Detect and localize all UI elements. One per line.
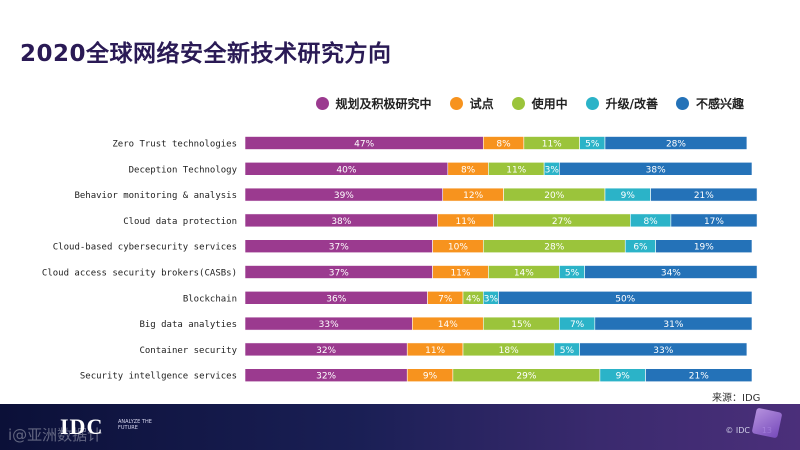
legend-label: 规划及积极研究中 xyxy=(335,97,432,111)
data-label: 3% xyxy=(484,294,499,304)
bar-segment xyxy=(594,316,753,331)
data-label: 32% xyxy=(316,372,336,382)
data-label: 18% xyxy=(499,346,519,356)
legend-item-1: 试点 xyxy=(449,95,494,112)
bar-segment xyxy=(498,290,753,305)
data-label: 11% xyxy=(506,165,526,175)
data-label: 31% xyxy=(663,320,683,330)
data-label: 12% xyxy=(463,191,483,201)
legend-swatch-icon xyxy=(449,97,463,110)
data-label: 5% xyxy=(560,346,575,356)
data-label: 50% xyxy=(615,294,635,304)
data-label: 8% xyxy=(643,217,658,227)
stacked-bar-chart: Zero Trust technologies 47% 8% 11% 5% 28% Dece… xyxy=(42,136,758,383)
category-label: Container security xyxy=(139,346,237,356)
data-label: 40% xyxy=(336,165,356,175)
legend-label: 不感兴趣 xyxy=(695,97,744,111)
bar-segment xyxy=(655,239,753,253)
data-label: 28% xyxy=(544,243,564,253)
legend-label: 升级/改善 xyxy=(605,97,658,111)
data-label: 33% xyxy=(319,320,339,330)
decorative-cube-icon xyxy=(751,407,783,439)
data-label: 37% xyxy=(329,269,349,279)
data-label: 28% xyxy=(666,140,686,150)
legend-item-0: 规划及积极研究中 xyxy=(315,95,432,112)
data-label: 10% xyxy=(448,243,468,253)
category-label: Zero Trust technologies xyxy=(112,140,237,150)
data-label: 8% xyxy=(496,140,511,150)
data-label: 15% xyxy=(511,320,531,330)
legend-swatch-icon xyxy=(675,97,689,110)
bar-segment xyxy=(584,265,758,279)
data-label: 21% xyxy=(689,372,709,382)
data-label: 9% xyxy=(423,372,438,382)
data-label: 29% xyxy=(516,372,536,382)
category-label: Big data analyties xyxy=(139,320,237,330)
chart-legend: 规划及积极研究中 试点 使用中 升级/改善 不感兴趣 xyxy=(315,95,744,112)
idc-logo: IDC xyxy=(60,414,104,439)
bar-segment xyxy=(579,342,748,357)
category-label: Security intellgence services xyxy=(80,372,237,382)
data-label: 11% xyxy=(450,269,470,279)
data-label: 14% xyxy=(438,320,458,330)
page-title: 2020全球网络安全新技术研究方向 xyxy=(20,41,392,67)
data-label: 21% xyxy=(694,191,714,201)
data-label: 34% xyxy=(661,269,681,279)
data-label: 37% xyxy=(329,243,349,253)
data-label: 7% xyxy=(570,320,585,330)
legend-label: 使用中 xyxy=(531,97,568,111)
source-note: 来源：IDG xyxy=(712,393,761,404)
data-label: 33% xyxy=(653,346,673,356)
bar-segment xyxy=(559,162,753,176)
category-label: Behavior monitoring & analysis xyxy=(74,191,237,201)
data-label: 11% xyxy=(425,346,445,356)
data-label: 5% xyxy=(565,269,580,279)
category-label: Deception Technology xyxy=(129,165,238,175)
category-label: Cloud-based cybersecurity services xyxy=(53,243,237,253)
data-label: 38% xyxy=(331,217,351,227)
category-label: Cloud access security brokers(CASBs) xyxy=(42,269,237,279)
data-label: 4% xyxy=(466,294,481,304)
data-label: 20% xyxy=(544,191,564,201)
legend-swatch-icon xyxy=(585,97,599,110)
data-label: 39% xyxy=(334,191,354,201)
category-label: Blockchain xyxy=(183,294,237,304)
data-label: 3% xyxy=(545,165,560,175)
copyright-text: © IDC xyxy=(725,426,750,435)
legend-label: 试点 xyxy=(469,97,494,111)
data-label: 32% xyxy=(316,346,336,356)
bar-segment xyxy=(670,213,758,228)
data-label: 14% xyxy=(514,269,534,279)
footer-banner: i@亚洲数据计 IDC ANALYZE THE FUTURE © IDC 13 xyxy=(0,404,800,450)
bar-segment xyxy=(650,187,758,202)
data-label: 47% xyxy=(354,140,374,150)
category-label: Cloud data protection xyxy=(123,217,237,227)
data-label: 6% xyxy=(633,243,648,253)
data-label: 8% xyxy=(461,165,476,175)
data-label: 17% xyxy=(704,217,724,227)
watermark: i@亚洲数据计 xyxy=(8,426,103,444)
legend-item-2: 使用中 xyxy=(511,95,568,112)
data-label: 38% xyxy=(646,165,666,175)
data-label: 9% xyxy=(616,372,631,382)
bar-segment xyxy=(604,136,748,150)
legend-item-4: 不感兴趣 xyxy=(675,95,744,112)
legend-swatch-icon xyxy=(511,97,525,110)
legend-item-3: 升级/改善 xyxy=(585,95,658,112)
data-label: 36% xyxy=(326,294,346,304)
data-label: 11% xyxy=(456,217,476,227)
legend-swatch-icon xyxy=(315,97,329,110)
data-label: 27% xyxy=(552,217,572,227)
data-label: 19% xyxy=(694,243,714,253)
data-label: 5% xyxy=(585,140,600,150)
bar-segment xyxy=(645,368,753,383)
data-label: 7% xyxy=(438,294,453,304)
data-label: 11% xyxy=(542,140,562,150)
data-label: 9% xyxy=(621,191,636,201)
logo-tagline: ANALYZE THE FUTURE xyxy=(118,419,152,431)
